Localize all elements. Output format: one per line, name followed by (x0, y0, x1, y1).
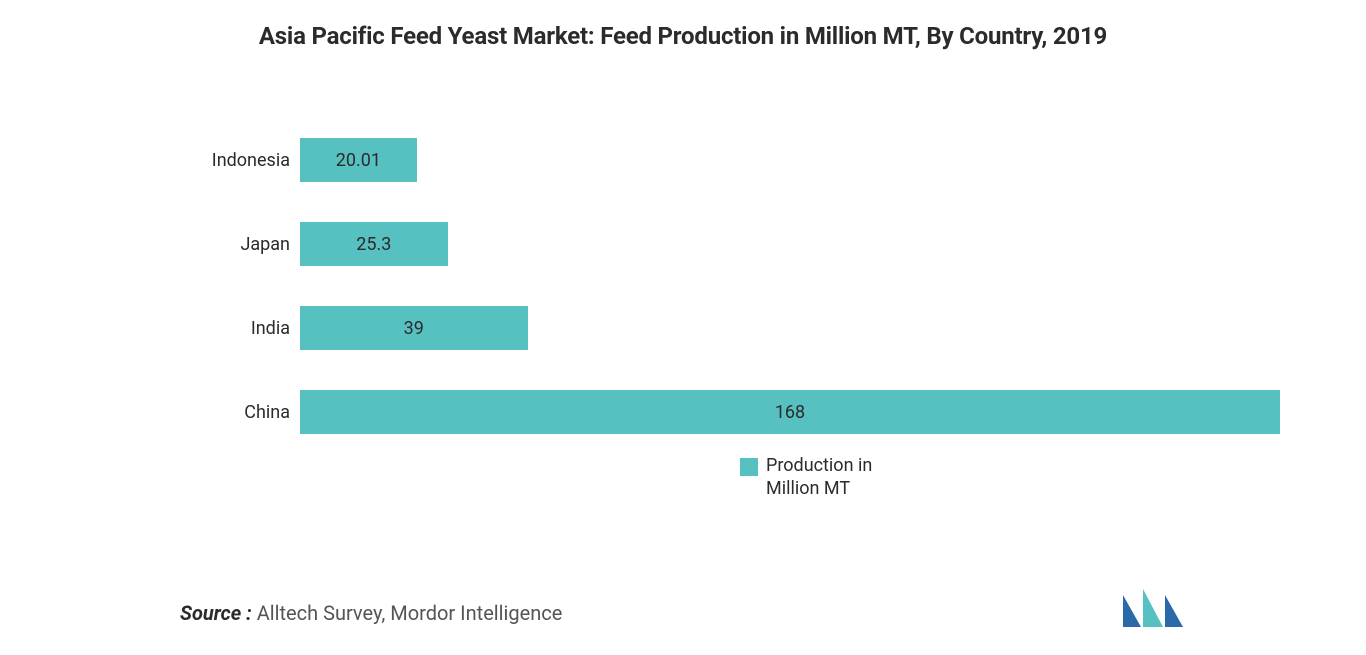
bar-zone: 168 (300, 382, 1280, 442)
bar-row-india: India 39 (180, 298, 1280, 358)
bar-zone: 20.01 (300, 130, 1280, 190)
bar-row-japan: Japan 25.3 (180, 214, 1280, 274)
mordor-logo-icon (1121, 587, 1191, 633)
category-label: Indonesia (130, 150, 290, 171)
bar-indonesia: 20.01 (300, 138, 417, 182)
bar-value-label: 168 (775, 402, 805, 423)
chart-title: Asia Pacific Feed Yeast Market: Feed Pro… (0, 22, 1366, 50)
bar-value-label: 39 (404, 318, 424, 339)
category-label: China (130, 402, 290, 423)
bar-row-indonesia: Indonesia 20.01 (180, 130, 1280, 190)
bar-value-label: 25.3 (356, 234, 391, 255)
bar-zone: 39 (300, 298, 1280, 358)
bar-row-china: China 168 (180, 382, 1280, 442)
logo-bars (1123, 589, 1183, 627)
source-citation: Source : Alltech Survey, Mordor Intellig… (180, 601, 562, 625)
legend-swatch (740, 458, 758, 476)
category-label: India (130, 318, 290, 339)
source-text: Alltech Survey, Mordor Intelligence (252, 601, 563, 625)
bar-india: 39 (300, 306, 528, 350)
legend-text: Production in Million MT (766, 455, 876, 500)
bar-zone: 25.3 (300, 214, 1280, 274)
bar-japan: 25.3 (300, 222, 448, 266)
source-label: Source : (180, 601, 252, 625)
chart-legend: Production in Million MT (740, 455, 876, 500)
bar-china: 168 (300, 390, 1280, 434)
category-label: Japan (130, 234, 290, 255)
bar-value-label: 20.01 (336, 150, 381, 171)
chart-plot-area: Indonesia 20.01 Japan 25.3 India 39 Chin… (180, 130, 1280, 450)
